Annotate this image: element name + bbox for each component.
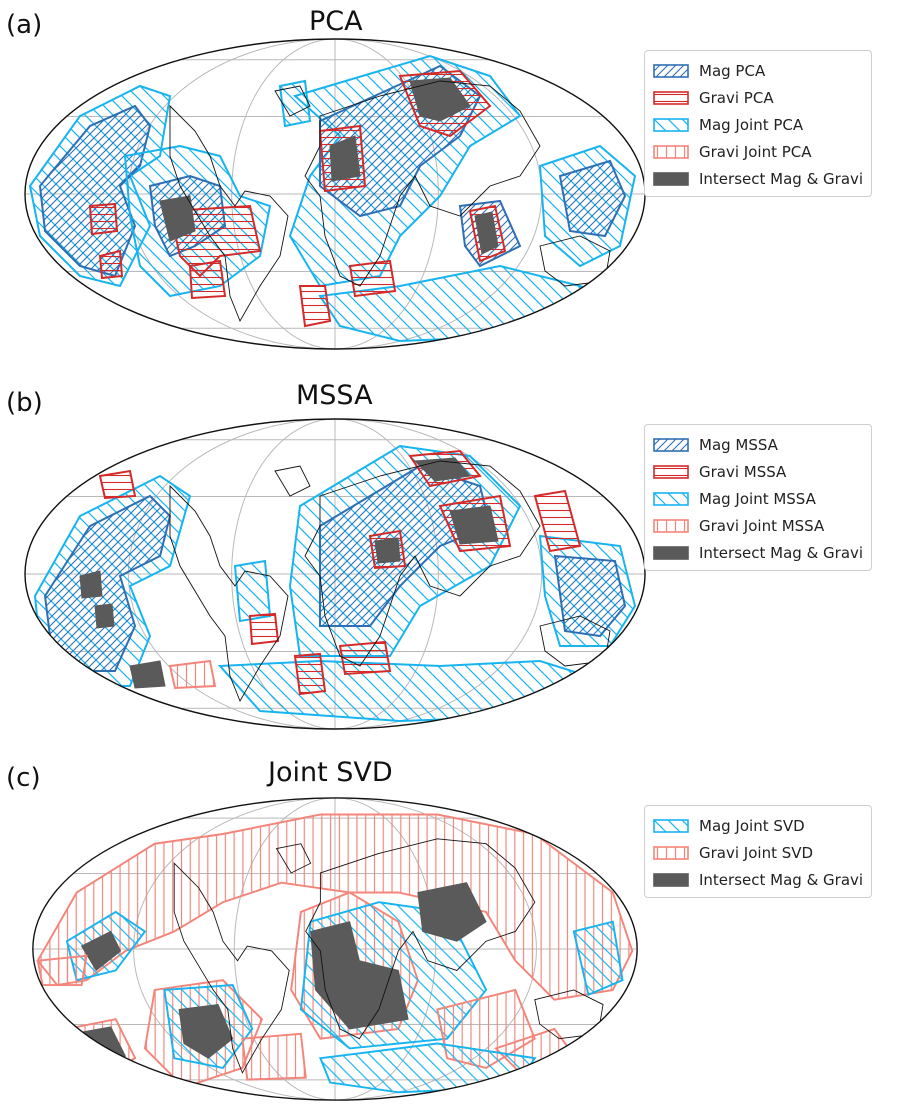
legend-label: Gravi PCA <box>699 88 774 107</box>
coastline <box>304 460 541 667</box>
legend-label: Intersect Mag & Gravi <box>699 169 864 188</box>
gravi-region <box>88 202 119 236</box>
gravi-region <box>533 489 582 553</box>
gravi-region <box>298 285 332 328</box>
intersect-region <box>310 921 409 1030</box>
map-border <box>32 797 638 1101</box>
legend-label: Mag Joint MSSA <box>699 489 816 508</box>
legend-item: Mag Joint SVD <box>653 812 863 839</box>
coastline <box>274 85 311 117</box>
legend-item: Gravi Joint PCA <box>653 138 863 165</box>
world-map <box>24 418 646 730</box>
legend-swatch <box>653 872 689 887</box>
legend-label: Mag Joint PCA <box>699 115 804 134</box>
legend-label: Intersect Mag & Gravi <box>699 543 864 562</box>
legend-item: Mag MSSA <box>653 431 863 458</box>
panel-mssa: (b) MSSA Mag MSSA Gravi MSSA Mag Joint MSS… <box>0 370 909 730</box>
intersect-region <box>80 930 122 972</box>
coastline <box>173 862 290 1074</box>
legend-swatch <box>653 117 689 132</box>
intersect-region <box>159 195 196 242</box>
magjoint-region <box>217 659 624 723</box>
gravi-region <box>248 612 280 646</box>
panel-letter: (a) <box>6 10 43 40</box>
mag-region <box>558 159 627 238</box>
legend: Mag Joint SVD Gravi Joint SVD Intersect Ma… <box>644 805 873 898</box>
gravi-region <box>98 469 137 500</box>
legend-item: Gravi MSSA <box>653 458 863 485</box>
legend-item: Intersect Mag & Gravi <box>653 539 863 566</box>
gravi-region <box>188 259 227 300</box>
magjoint-region <box>233 559 272 623</box>
legend-label: Gravi Joint PCA <box>699 142 812 161</box>
gravijoint-region <box>36 813 634 1001</box>
map-title: Joint SVD <box>268 757 393 788</box>
panel-joint-svd: (c) Joint SVD Mag Joint SVD Gravi Joint S… <box>0 745 909 1110</box>
map-border <box>24 418 646 730</box>
legend-swatch <box>653 437 689 452</box>
mag-region <box>38 104 152 278</box>
panel-letter: (c) <box>6 763 41 793</box>
map-title: PCA <box>309 6 363 37</box>
legend-swatch <box>653 144 689 159</box>
legend-item: Gravi PCA <box>653 84 863 111</box>
coastline <box>305 838 536 1040</box>
intersect-region <box>449 505 499 545</box>
gravijoint-region <box>36 954 88 987</box>
world-map <box>24 38 646 350</box>
gravi-region <box>293 652 327 696</box>
legend-swatch <box>653 63 689 78</box>
legend-swatch <box>653 845 689 860</box>
legend-label: Mag Joint SVD <box>699 816 805 835</box>
intersect-region <box>374 537 401 564</box>
intersect-region <box>329 135 361 182</box>
intersect-region <box>129 660 166 689</box>
coastline <box>304 80 541 287</box>
legend-item: Mag Joint PCA <box>653 111 863 138</box>
magjoint-region <box>572 920 624 997</box>
legend-item: Intersect Mag & Gravi <box>653 866 863 893</box>
magjoint-region <box>278 79 312 128</box>
legend-swatch <box>653 491 689 506</box>
intersect-region <box>417 882 487 942</box>
legend-label: Mag PCA <box>699 61 766 80</box>
legend-item: Mag Joint MSSA <box>653 485 863 512</box>
legend-label: Gravi Joint MSSA <box>699 516 825 535</box>
legend-swatch <box>653 171 689 186</box>
legend-swatch <box>653 464 689 479</box>
legend-item: Intersect Mag & Gravi <box>653 165 863 192</box>
panel-letter: (b) <box>6 388 43 418</box>
world-map <box>32 797 638 1101</box>
coastline <box>275 843 312 874</box>
intersect-region <box>178 1004 234 1059</box>
panel-pca: (a) PCA Mag PCA Gravi PCA Mag Joint PCA Gra… <box>0 0 909 360</box>
legend-label: Mag MSSA <box>699 435 778 454</box>
legend-swatch <box>653 818 689 833</box>
legend-label: Gravi Joint SVD <box>699 843 814 862</box>
mag-region <box>553 554 627 638</box>
legend-swatch <box>653 545 689 560</box>
intersect-region <box>474 211 499 255</box>
legend-label: Intersect Mag & Gravi <box>699 870 864 889</box>
map-title: MSSA <box>296 380 373 411</box>
gravi-region <box>98 249 124 280</box>
intersect-region <box>94 603 115 629</box>
gravijoint-region <box>168 659 217 690</box>
legend-swatch <box>653 90 689 105</box>
coastline <box>169 104 289 323</box>
intersect-region <box>79 570 103 599</box>
legend-item: Gravi Joint MSSA <box>653 512 863 539</box>
coastline <box>274 465 311 497</box>
legend: Mag PCA Gravi PCA Mag Joint PCA Gravi Joint… <box>644 50 873 197</box>
legend-item: Gravi Joint SVD <box>653 839 863 866</box>
legend-label: Gravi MSSA <box>699 462 787 481</box>
coastline <box>169 484 289 703</box>
legend: Mag MSSA Gravi MSSA Mag Joint MSSA Gravi Jo… <box>644 424 873 571</box>
legend-item: Mag PCA <box>653 57 863 84</box>
legend-swatch <box>653 518 689 533</box>
gravi-region <box>348 259 397 298</box>
intersect-region <box>409 77 471 122</box>
